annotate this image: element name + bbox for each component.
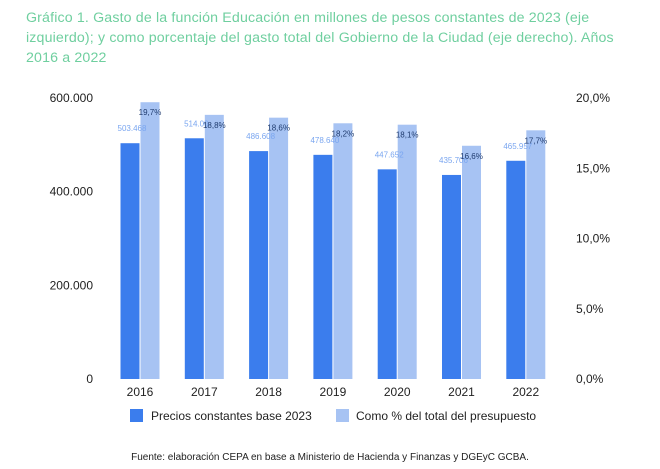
category-label: 2019	[320, 385, 347, 399]
bar-percent-budget	[140, 102, 160, 379]
right-tick-label: 20,0%	[576, 91, 610, 105]
data-label-percent-budget: 18,6%	[267, 124, 290, 133]
bar-constant-prices	[120, 143, 140, 379]
bar-constant-prices	[313, 154, 333, 379]
bar-percent-budget	[397, 124, 417, 379]
left-tick-label: 400.000	[50, 185, 94, 199]
chart-title: Gráfico 1. Gasto de la función Educación…	[26, 10, 614, 66]
bar-percent-budget	[269, 117, 289, 380]
bar-constant-prices	[442, 174, 461, 379]
left-tick-label: 600.000	[50, 91, 94, 105]
category-label: 2020	[384, 385, 411, 399]
left-axis: 0 200.000 400.000 600.000	[50, 91, 94, 386]
category-label: 2022	[512, 385, 539, 399]
category-label: 2021	[448, 385, 475, 399]
data-label-constant-prices: 503.468	[118, 124, 147, 133]
source-note: Fuente: elaboración CEPA en base a Minis…	[131, 452, 529, 463]
bar-percent-budget	[333, 123, 353, 379]
bar-percent-budget	[204, 114, 224, 380]
data-label-percent-budget: 18,8%	[203, 121, 226, 130]
legend: Precios constantes base 2023 Como % del t…	[130, 409, 536, 423]
left-tick-label: 0	[86, 372, 93, 386]
data-label-percent-budget: 17,7%	[524, 136, 547, 145]
data-label-percent-budget: 16,6%	[460, 152, 483, 161]
category-label: 2016	[127, 385, 154, 399]
data-label-constant-prices: 435.706	[439, 156, 468, 165]
data-label-constant-prices: 514.00	[184, 119, 209, 128]
category-label: 2018	[255, 385, 282, 399]
category-axis: 2016 2017 2018 2019 2020 2021 2022	[127, 385, 540, 399]
right-tick-label: 5,0%	[576, 302, 604, 316]
bar-percent-budget	[526, 130, 546, 379]
data-label-percent-budget: 18,2%	[332, 129, 355, 138]
data-label-constant-prices: 465.957	[503, 142, 532, 151]
data-label-percent-budget: 18,1%	[396, 131, 419, 140]
bar-constant-prices	[506, 160, 526, 379]
data-label-constant-prices: 486.608	[246, 132, 275, 141]
bar-constant-prices	[184, 138, 204, 379]
right-axis: 0,0% 5,0% 10,0% 15,0% 20,0%	[576, 91, 610, 386]
bar-percent-budget	[462, 145, 481, 379]
category-label: 2017	[191, 385, 218, 399]
right-tick-label: 15,0%	[576, 161, 610, 175]
left-tick-label: 200.000	[50, 278, 94, 292]
data-label-constant-prices: 447.652	[375, 150, 404, 159]
legend-label-percent-budget: Como % del total del presupuesto	[356, 409, 536, 423]
legend-swatch-percent-budget	[336, 409, 349, 422]
data-label-percent-budget: 19,7%	[139, 108, 162, 117]
data-label-constant-prices: 478.640	[310, 136, 339, 145]
legend-swatch-constant-prices	[130, 409, 143, 422]
right-tick-label: 0,0%	[576, 372, 604, 386]
right-tick-label: 10,0%	[576, 232, 610, 246]
bar-constant-prices	[377, 169, 397, 379]
bar-constant-prices	[249, 151, 269, 379]
legend-label-constant-prices: Precios constantes base 2023	[151, 409, 312, 423]
